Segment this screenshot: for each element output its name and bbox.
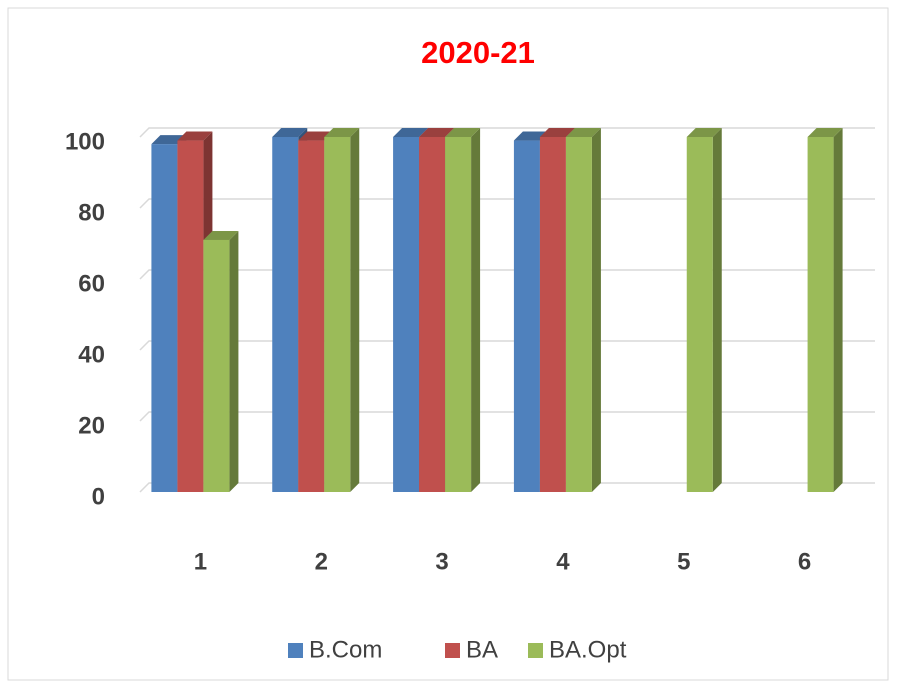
- bar: [177, 140, 204, 493]
- bar: [203, 239, 230, 492]
- x-tick-label: 1: [194, 548, 207, 575]
- legend-swatch: [445, 643, 460, 658]
- bar: [419, 137, 446, 492]
- bar-side: [833, 128, 843, 492]
- bar-side: [471, 128, 481, 492]
- bar: [393, 137, 420, 492]
- bar: [445, 137, 472, 492]
- bar-side: [591, 128, 601, 492]
- x-tick-label: 5: [677, 548, 690, 575]
- legend-swatch: [528, 643, 543, 658]
- bar: [539, 137, 566, 492]
- y-tick-label: 0: [92, 483, 105, 510]
- bar: [513, 140, 540, 493]
- bar: [324, 137, 351, 492]
- y-tick-label: 80: [78, 199, 105, 226]
- bar: [272, 137, 299, 492]
- bar: [807, 137, 834, 492]
- grid-line: [139, 340, 875, 351]
- bar-top: [419, 128, 455, 137]
- bar-top: [686, 128, 722, 137]
- legend-label: B.Com: [309, 636, 382, 663]
- legend-label: BA.Opt: [549, 636, 627, 663]
- grid-line: [139, 127, 875, 138]
- bar: [565, 137, 592, 492]
- bar-top: [203, 230, 239, 240]
- legend-label: BA: [466, 636, 498, 663]
- bar-side: [712, 128, 722, 492]
- bar: [298, 140, 325, 493]
- y-tick-label: 100: [65, 128, 105, 155]
- bar-top: [272, 128, 308, 137]
- grid-line: [139, 482, 875, 493]
- bar-top: [393, 128, 429, 137]
- x-tick-label: 4: [556, 548, 570, 575]
- bar-side: [229, 230, 239, 492]
- legend-swatch: [288, 643, 303, 658]
- bar: [151, 144, 178, 492]
- bar-top: [324, 128, 360, 137]
- bar-top: [565, 128, 601, 137]
- grid-line: [139, 269, 875, 280]
- bar-top: [539, 128, 575, 137]
- bar: [686, 137, 713, 492]
- grid-line: [139, 411, 875, 422]
- x-tick-label: 3: [435, 548, 448, 575]
- bar-side: [350, 128, 360, 492]
- chart-title: 2020-21: [421, 35, 535, 70]
- x-tick-label: 6: [798, 548, 811, 575]
- bar-top: [177, 131, 213, 141]
- y-tick-label: 60: [78, 270, 105, 297]
- bar-top: [807, 128, 843, 137]
- y-tick-label: 40: [78, 341, 105, 368]
- bar-top: [445, 128, 481, 137]
- y-tick-label: 20: [78, 412, 105, 439]
- x-tick-label: 2: [315, 548, 328, 575]
- grid-line: [139, 198, 875, 209]
